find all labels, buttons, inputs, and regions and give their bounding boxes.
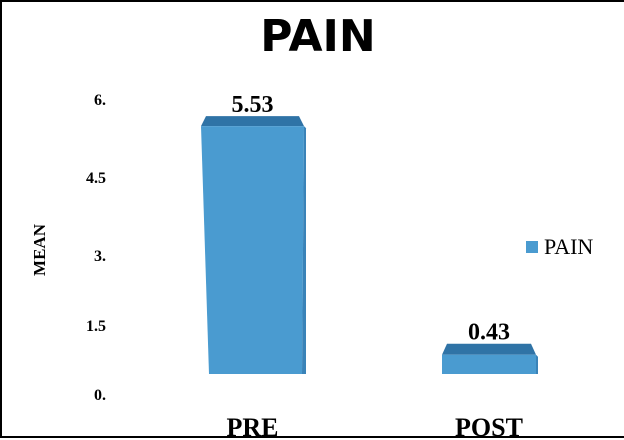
y-tick-label: 6.: [94, 92, 106, 109]
bar-side-pre: [302, 126, 306, 375]
bar-top-post: [442, 343, 536, 355]
y-tick-label: 4.5: [86, 170, 106, 187]
y-tick-label: 3.: [94, 248, 106, 265]
bar-top-pre: [201, 116, 304, 127]
y-axis-ticks: 0. 1.5 3. 4.5 6.: [86, 92, 106, 404]
bars: [201, 116, 538, 375]
legend: PAIN: [526, 234, 593, 259]
legend-label: PAIN: [544, 234, 593, 259]
x-tick-post: POST: [455, 413, 523, 440]
bar-pre: [201, 126, 304, 375]
chart-title: PAIN: [260, 11, 375, 62]
data-labels: 5.53 0.43: [232, 92, 511, 346]
x-tick-pre: PRE: [227, 413, 279, 440]
y-tick-label: 0.: [94, 387, 106, 404]
data-label-post: 0.43: [468, 320, 510, 346]
y-tick-label: 1.5: [86, 318, 106, 335]
bar-post: [442, 354, 536, 374]
y-axis-label: MEAN: [30, 223, 49, 276]
bar-side-post: [536, 354, 538, 374]
legend-swatch: [526, 241, 538, 253]
data-label-pre: 5.53: [232, 92, 274, 118]
x-axis-ticks: PRE POST: [227, 413, 523, 440]
